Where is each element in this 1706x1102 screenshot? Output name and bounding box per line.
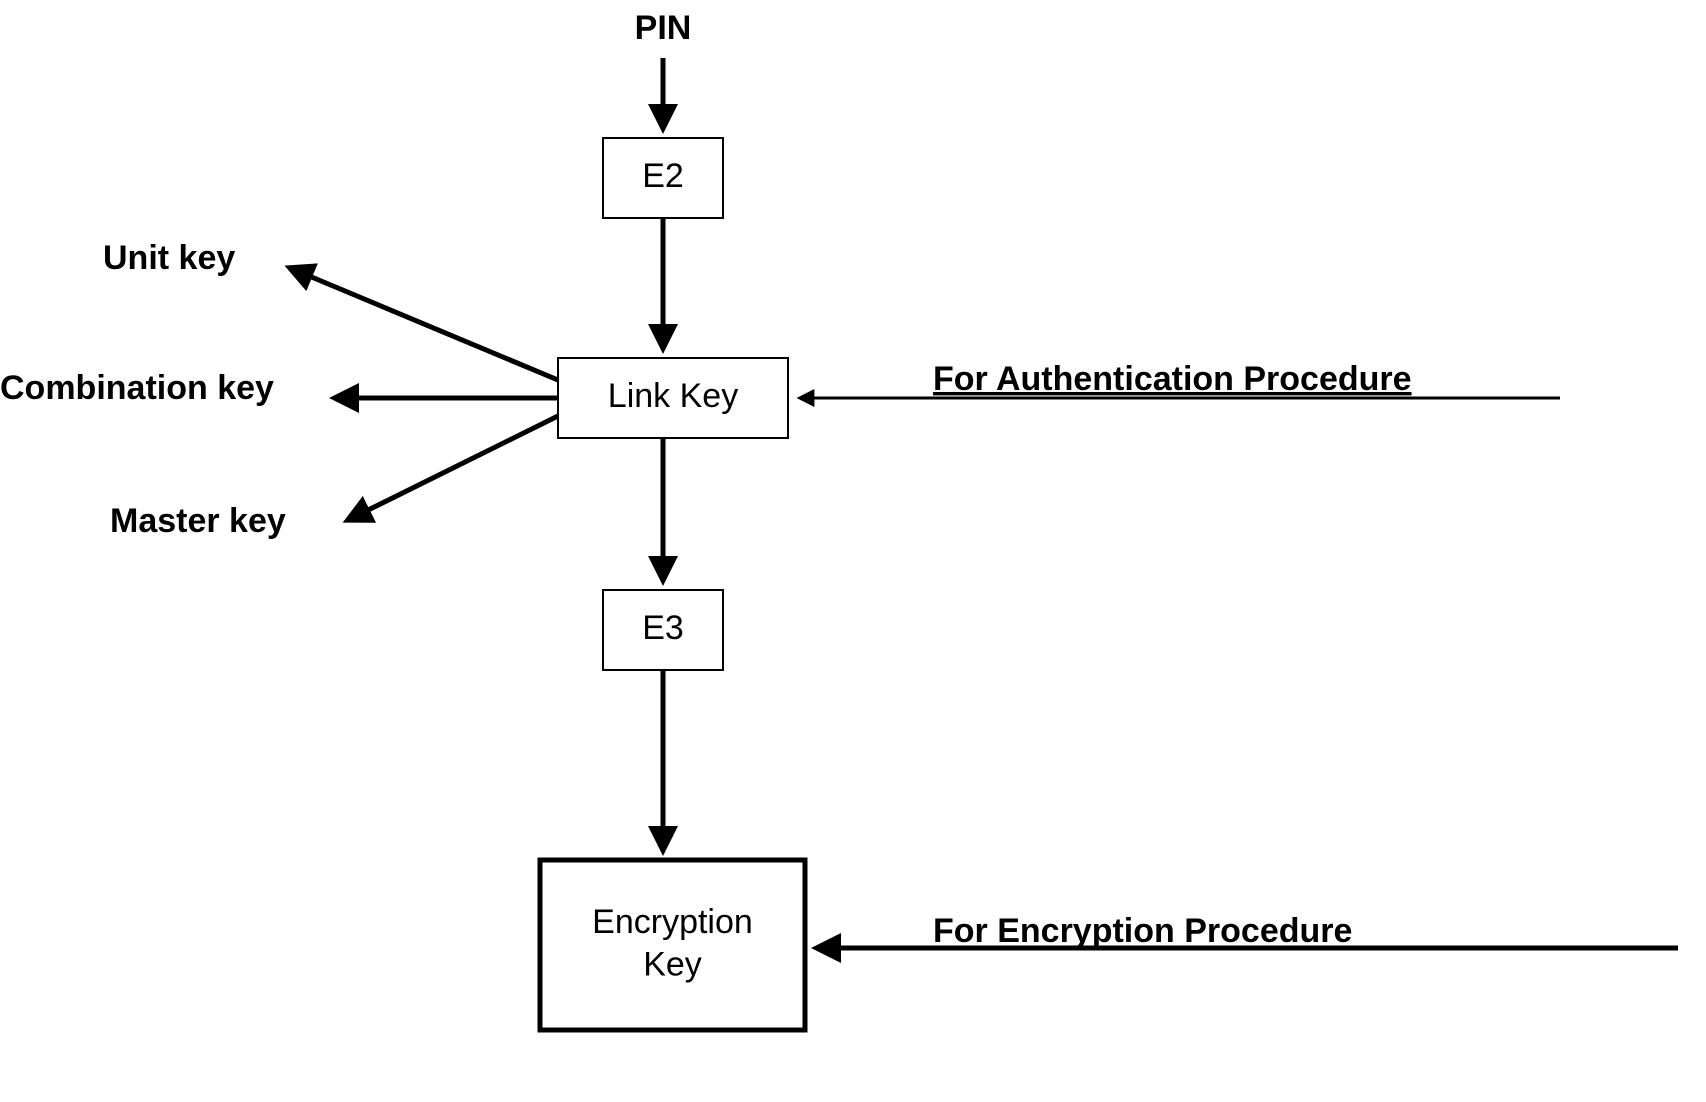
node-e3: E3 bbox=[603, 590, 723, 670]
label-pin: PIN bbox=[635, 9, 692, 47]
edge-linkkey-to-unit bbox=[290, 268, 558, 380]
edges-group bbox=[290, 58, 1678, 948]
label-encryption-procedure: For Encryption Procedure bbox=[933, 912, 1352, 950]
svg-text:E2: E2 bbox=[642, 157, 684, 195]
label-authentication-procedure: For Authentication Procedure bbox=[933, 360, 1412, 398]
node-link-key: Link Key bbox=[558, 358, 788, 438]
node-e2: E2 bbox=[603, 138, 723, 218]
label-combination-key: Combination key bbox=[0, 369, 274, 407]
node-encryption-key: EncryptionKey bbox=[540, 860, 805, 1030]
svg-text:Link Key: Link Key bbox=[608, 377, 738, 415]
key-derivation-flowchart: E2 Link Key E3 EncryptionKey PIN Unit ke… bbox=[0, 0, 1706, 1102]
label-master-key: Master key bbox=[110, 502, 286, 540]
label-unit-key: Unit key bbox=[103, 239, 235, 277]
edge-linkkey-to-master bbox=[348, 416, 558, 520]
svg-text:E3: E3 bbox=[642, 609, 684, 647]
